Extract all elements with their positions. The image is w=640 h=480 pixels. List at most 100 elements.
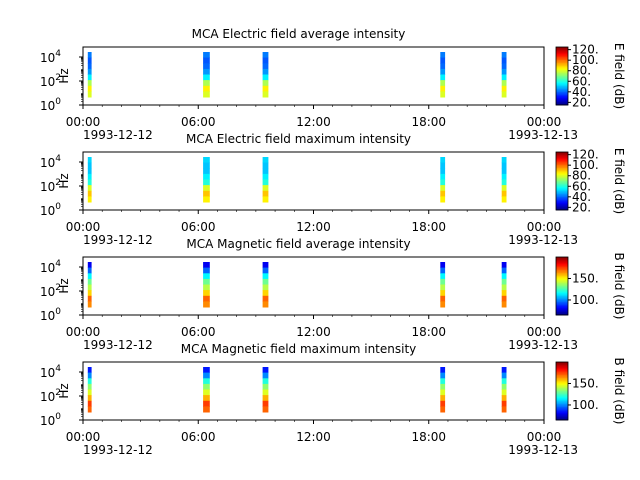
panel-title: MCA Electric field maximum intensity xyxy=(186,132,411,146)
colorbar-segment xyxy=(556,261,568,264)
spectrogram-cell xyxy=(262,273,269,280)
spectrogram-cell xyxy=(87,367,92,374)
colorbar-segment xyxy=(556,204,568,207)
colorbar-tick-label: 150. xyxy=(572,376,599,390)
data-pass xyxy=(262,157,269,203)
colorbar-segment xyxy=(556,291,568,294)
spectrogram-cell xyxy=(440,196,446,203)
spectrogram-cell xyxy=(501,406,507,413)
y-tick-label: 104 xyxy=(40,154,61,170)
y-tick-exponent: 2 xyxy=(55,283,61,293)
spectrogram-cell xyxy=(262,91,269,98)
spectrogram-cell xyxy=(87,267,92,274)
spectrogram-cell xyxy=(262,196,269,203)
colorbar-segment xyxy=(556,310,568,313)
y-tick-exponent: 2 xyxy=(55,388,61,398)
spectrogram-cell xyxy=(203,190,210,197)
spectrogram-cell xyxy=(87,406,92,413)
x-tick-label: 00:00 xyxy=(66,115,101,129)
spectrogram-cell xyxy=(440,284,446,291)
colorbar-segment xyxy=(556,369,568,372)
spectrogram-cell xyxy=(262,74,269,81)
plot-frame xyxy=(82,151,545,211)
colorbar-segment xyxy=(556,414,568,417)
spectrogram-cell xyxy=(501,85,507,92)
colorbar-tick-label: 100. xyxy=(572,293,599,307)
data-pass xyxy=(203,52,210,98)
colorbar-segment xyxy=(556,51,568,54)
colorbar-frame xyxy=(555,256,569,316)
colorbar-segment xyxy=(556,102,568,104)
spectrogram-cell xyxy=(87,190,92,197)
spectrogram-cell xyxy=(262,290,269,297)
spectrogram-cell xyxy=(87,273,92,280)
colorbar-segment xyxy=(556,65,568,68)
colorbar-segment xyxy=(556,152,568,154)
spectrogram-cell xyxy=(203,157,210,164)
colorbar: 100. 150. B field (dB) xyxy=(555,253,626,319)
panel-4: MCA Magnetic field maximum intensityHz10… xyxy=(40,342,626,457)
x-date-label-end: 1993-12-13 xyxy=(508,128,578,142)
spectrogram-cell xyxy=(87,400,92,407)
spectrogram-cell xyxy=(501,267,507,274)
data-pass xyxy=(87,367,92,413)
colorbar-segment xyxy=(556,265,568,268)
spectrogram-cell xyxy=(262,57,269,64)
colorbar-segment xyxy=(556,275,568,278)
spectrogram-cell xyxy=(203,185,210,192)
colorbar-segment xyxy=(556,170,568,173)
colorbar-segment xyxy=(556,281,568,284)
spectrogram-cell xyxy=(262,80,269,87)
spectrogram-cell xyxy=(203,284,210,291)
spectrogram-cell xyxy=(501,262,507,269)
data-pass xyxy=(87,52,92,98)
colorbar-segment xyxy=(556,418,568,421)
y-tick-label: 102 xyxy=(40,178,61,194)
spectrogram-cell xyxy=(501,295,507,302)
colorbar-segment xyxy=(556,90,568,93)
colorbar-segment xyxy=(556,415,568,418)
x-tick-label: 06:00 xyxy=(181,325,216,339)
spectrogram-cell xyxy=(262,179,269,186)
colorbar-segment xyxy=(556,199,568,202)
y-tick-exponent: 2 xyxy=(55,178,61,188)
colorbar-segment xyxy=(556,173,568,176)
colorbar-segment xyxy=(556,377,568,380)
x-tick-label: 18:00 xyxy=(411,430,446,444)
colorbar-segment xyxy=(556,409,568,412)
spectrogram-cell xyxy=(501,173,507,180)
colorbar-segment xyxy=(556,306,568,309)
spectrogram-cell xyxy=(203,400,210,407)
colorbar-segment xyxy=(556,404,568,406)
colorbar-segment xyxy=(556,169,568,172)
spectrogram-cell xyxy=(203,196,210,203)
spectrogram-cell xyxy=(501,80,507,87)
colorbar-segment xyxy=(556,304,568,307)
colorbar-segment xyxy=(556,77,568,80)
spectrogram-cell xyxy=(262,284,269,291)
spectrogram-cell xyxy=(87,284,92,291)
spectrogram-cell xyxy=(440,295,446,302)
spectrogram-cell xyxy=(203,273,210,280)
data-pass xyxy=(203,157,210,203)
spectrogram-cell xyxy=(440,278,446,285)
colorbar-segment xyxy=(556,189,568,192)
x-tick-label: 00:00 xyxy=(527,430,562,444)
spectrogram-cell xyxy=(203,173,210,180)
colorbar-segment xyxy=(556,94,568,97)
colorbar-segment xyxy=(556,396,568,399)
spectrogram-cell xyxy=(440,290,446,297)
spectrogram-cell xyxy=(203,290,210,297)
colorbar-segment xyxy=(556,195,568,198)
colorbar-segment xyxy=(556,96,568,99)
x-tick-label: 00:00 xyxy=(66,325,101,339)
colorbar-segment xyxy=(556,93,568,96)
spectrogram-cell xyxy=(440,378,446,385)
colorbar-tick-label: 120. xyxy=(572,148,599,162)
colorbar-segment xyxy=(556,270,568,272)
colorbar-segment xyxy=(556,405,568,408)
spectrogram-cell xyxy=(87,162,92,169)
x-date-label-end: 1993-12-13 xyxy=(508,443,578,457)
colorbar-segment xyxy=(556,297,568,300)
colorbar-segment xyxy=(556,179,568,182)
